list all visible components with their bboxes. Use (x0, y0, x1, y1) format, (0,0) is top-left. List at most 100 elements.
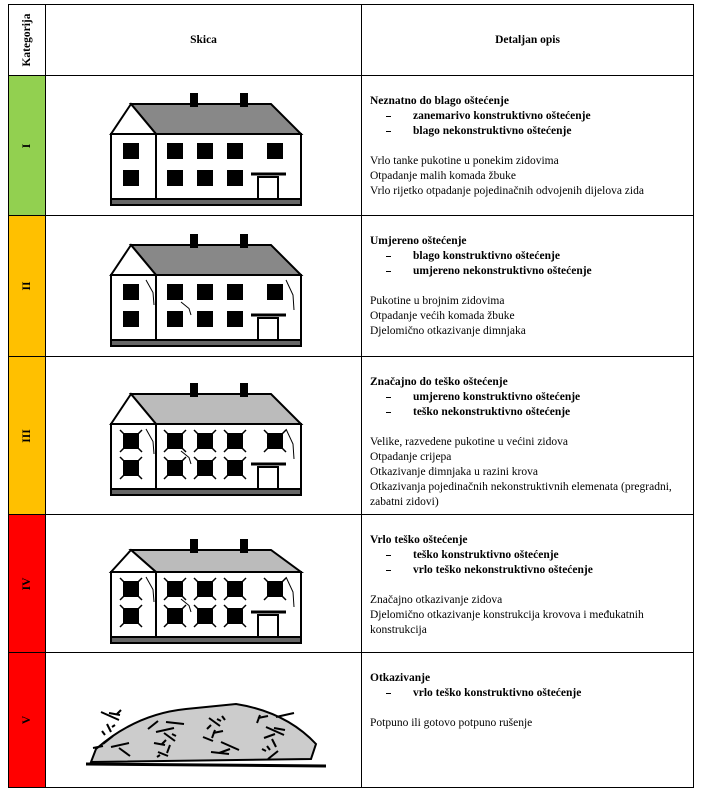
crack (263, 577, 287, 601)
crack (223, 604, 247, 628)
debris (266, 744, 271, 751)
damage-item: zanemarivo konstruktivno oštećenje (370, 109, 687, 124)
crack (180, 450, 192, 465)
window (197, 170, 213, 186)
debris (267, 749, 279, 760)
window (167, 143, 183, 159)
sketch-cell (45, 514, 362, 653)
debris (256, 714, 261, 723)
header-cell: Kategorija (8, 4, 46, 76)
chimney (190, 233, 198, 248)
crack (119, 456, 143, 480)
debris (271, 738, 277, 747)
crack (285, 279, 295, 310)
bullet-dash (386, 555, 391, 556)
house (109, 233, 304, 347)
category-cell: I (8, 75, 46, 216)
detail-text: Značajno otkazivanje zidova (370, 594, 503, 606)
debris (165, 720, 185, 725)
crack (180, 598, 192, 613)
bullet-dash (386, 693, 391, 694)
debris (116, 708, 122, 715)
category-label: V (21, 715, 33, 725)
debris (155, 726, 175, 733)
debris (275, 711, 295, 718)
category-cell: IV (8, 514, 46, 653)
category-label: III (21, 428, 33, 443)
debris (161, 738, 167, 745)
crack (193, 577, 217, 601)
damage-title: Neznatno do blago oštećenje (370, 95, 509, 107)
sketch (108, 539, 305, 644)
crack (163, 604, 187, 628)
spacer (370, 701, 687, 716)
chimney (190, 93, 198, 107)
debris (171, 732, 177, 737)
detail-text: Pukotine u brojnim zidovima (370, 295, 505, 307)
bullet-dash (386, 131, 391, 132)
detail-text: Otpadanje malih komada žbuke (370, 170, 516, 182)
window (123, 170, 139, 186)
table-row: IV Vrlo teško oštećenje teško konstruktivn… (8, 514, 694, 653)
description-cell: Neznatno do blago oštećenje zanemarivo ko… (361, 75, 694, 216)
debris (100, 710, 120, 721)
bullet-dash (386, 116, 391, 117)
detail-text: Potpuno ili gotovo potpuno rušenje (370, 717, 533, 729)
debris (111, 723, 116, 728)
crack (163, 429, 187, 453)
crack (193, 429, 217, 453)
debris (157, 750, 169, 757)
window (227, 143, 243, 159)
window (227, 310, 243, 327)
roof (128, 103, 304, 135)
window (123, 283, 139, 300)
house (85, 702, 327, 767)
sketch-cell (45, 75, 362, 216)
debris (153, 741, 166, 746)
sketch (85, 702, 327, 767)
item-text: blago nekonstruktivno oštećenje (413, 125, 572, 137)
crack (163, 456, 187, 480)
window (167, 310, 183, 327)
debris (218, 747, 231, 754)
crack (285, 576, 295, 608)
window (227, 283, 243, 300)
damage-title: Značajno do teško oštećenje (370, 376, 508, 388)
debris (166, 744, 171, 753)
chimney (240, 233, 248, 248)
detail-text: Otkazivanje dimnjaka u razini krova (370, 466, 538, 478)
sketch (109, 233, 304, 347)
debris (92, 744, 104, 749)
roof (128, 393, 304, 425)
damage-title: Otkazivanje (370, 672, 431, 684)
detail-text: Djelomično otkazivanje dimnjaka (370, 325, 526, 337)
bullet-dash (386, 397, 391, 398)
category-cell: III (8, 356, 46, 515)
chimney (240, 93, 248, 107)
roof (128, 243, 304, 276)
door (257, 466, 279, 490)
debris (211, 729, 216, 738)
sketch-cell (45, 356, 362, 515)
base (110, 488, 302, 496)
category-label: IV (21, 577, 33, 590)
crack (145, 428, 155, 455)
crack (119, 604, 143, 628)
damage-item: vrlo teško nekonstruktivno oštećenje (370, 563, 687, 578)
debris (202, 735, 214, 742)
window (167, 170, 183, 186)
debris (206, 723, 212, 730)
detail-text: Otkazivanja pojedinačnih nekonstruktivni… (370, 481, 672, 508)
damage-item: umjereno nekonstruktivno oštećenje (370, 264, 687, 279)
debris (212, 729, 224, 734)
window (123, 143, 139, 159)
crack (285, 428, 295, 460)
debris (163, 731, 176, 742)
detail-text: Djelomično otkazivanje konstrukcija krov… (370, 609, 644, 636)
description-cell: Otkazivanje vrlo teško konstruktivno ošte… (361, 652, 694, 788)
damage-item: vrlo teško konstruktivno oštećenje (370, 686, 687, 701)
debris (261, 747, 267, 752)
damage-item: teško konstruktivno oštećenje (370, 548, 687, 563)
item-text: zanemarivo konstruktivno oštećenje (413, 110, 591, 122)
bullet-dash (386, 271, 391, 272)
